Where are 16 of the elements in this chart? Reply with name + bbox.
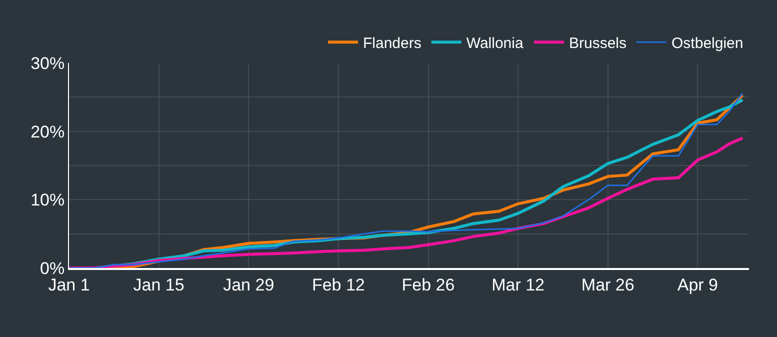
legend-label: Flanders bbox=[363, 35, 422, 52]
x-tick-label: Jan 1 bbox=[48, 275, 90, 294]
legend-label: Brussels bbox=[568, 35, 627, 52]
x-tick-label: Mar 12 bbox=[492, 275, 545, 294]
y-tick-label: 10% bbox=[30, 190, 65, 210]
y-tick-label: 0% bbox=[40, 258, 65, 278]
legend-label: Ostbelgien bbox=[672, 35, 744, 52]
x-tick-label: Mar 26 bbox=[581, 275, 634, 294]
x-tick-label: Feb 12 bbox=[312, 275, 365, 294]
y-tick-label: 20% bbox=[30, 122, 65, 142]
x-tick-label: Feb 26 bbox=[402, 275, 455, 294]
x-tick-label: Jan 29 bbox=[223, 275, 274, 294]
legend-label: Wallonia bbox=[466, 35, 524, 52]
x-tick-label: Jan 15 bbox=[133, 275, 184, 294]
x-tick-label: Apr 9 bbox=[677, 275, 718, 294]
y-tick-label: 30% bbox=[30, 54, 65, 73]
